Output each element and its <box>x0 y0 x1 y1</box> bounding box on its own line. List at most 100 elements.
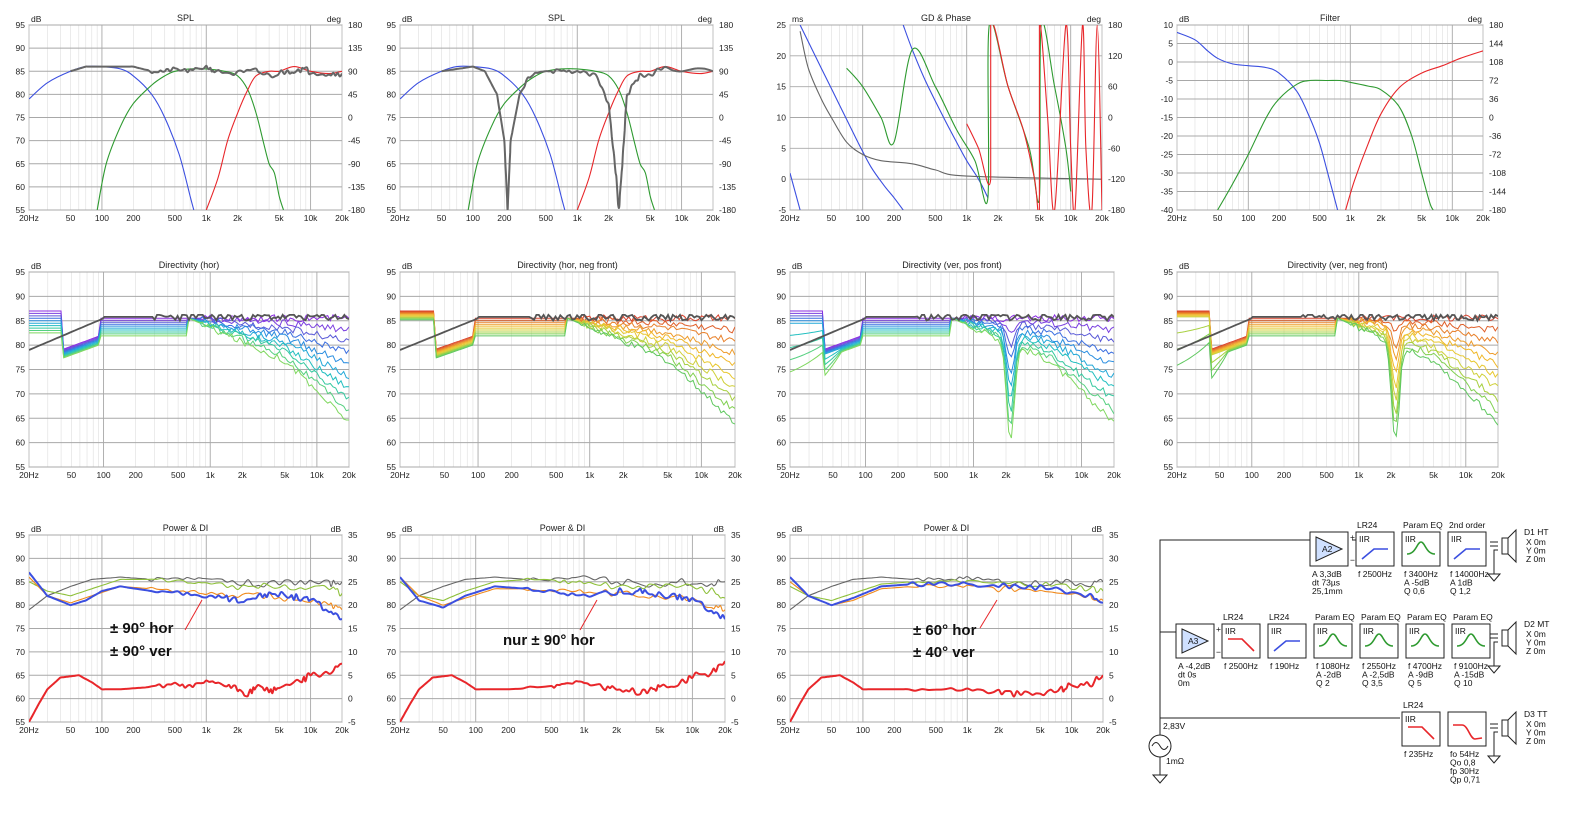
block-header: Param EQ <box>1361 612 1401 622</box>
x-tick-label: 1k <box>1346 213 1356 223</box>
speaker-cone <box>1507 528 1517 564</box>
block-d3-0: IIR LR24 f 235Hz <box>1401 700 1441 759</box>
series-on-axis <box>790 575 1103 611</box>
driver-position: Z 0m <box>1526 554 1545 564</box>
y-tick-label: 95 <box>16 20 26 30</box>
x-tick-label: 50 <box>1213 213 1223 223</box>
minus-sign: − <box>1216 647 1221 657</box>
filter-block <box>1401 711 1441 747</box>
series-midrange <box>96 68 285 210</box>
y-tick-label: 0 <box>781 174 786 184</box>
series-woofer <box>400 65 566 210</box>
block-type: IIR <box>1363 626 1374 636</box>
y-axis-unit: dB <box>402 14 413 24</box>
x-tick-label: 100 <box>858 470 872 480</box>
x-tick-label: 5k <box>1417 213 1427 223</box>
y2-axis-unit: dB <box>331 524 342 534</box>
x-tick-label: 200 <box>1272 213 1286 223</box>
y2-tick-label: -90 <box>719 159 732 169</box>
ground-icon <box>1486 573 1502 582</box>
series-bandpass <box>1217 79 1434 210</box>
ground-icon <box>1486 665 1502 674</box>
y-tick-label: 80 <box>387 600 397 610</box>
chart-title: SPL <box>548 13 565 23</box>
chart-panel-1: 95 90 85 80 75 70 65 60 55 180 135 90 45 0 -45 -90 -135 -… <box>387 13 737 223</box>
series-group <box>790 575 1103 722</box>
series-highpass <box>1345 50 1483 210</box>
x-tick-label: 100 <box>471 470 485 480</box>
chart-title: GD & Phase <box>921 13 971 23</box>
driver-name: D2 MT <box>1524 619 1550 629</box>
y-tick-label: 70 <box>777 647 787 657</box>
x-tick-label: 10k <box>304 725 318 735</box>
x-tick-label: 50 <box>827 725 837 735</box>
x-tick-label: 200 <box>129 470 143 480</box>
series-woofer <box>29 65 195 210</box>
x-tick-label: 500 <box>171 470 185 480</box>
y2-tick-label: 25 <box>1109 577 1119 587</box>
y-tick-label: 95 <box>387 530 397 540</box>
x-tick-label: 100 <box>1245 470 1259 480</box>
y2-axis-unit: deg <box>1468 14 1482 24</box>
filter-shape-icon <box>1453 548 1480 560</box>
y-tick-label: -20 <box>1161 131 1174 141</box>
filter-shape-icon <box>1364 633 1394 647</box>
y-tick-label: 80 <box>387 89 397 99</box>
y-axis-unit: ms <box>792 14 803 24</box>
ground-icon <box>1486 755 1502 764</box>
y-tick-label: 85 <box>387 66 397 76</box>
y2-tick-label: 0 <box>731 694 736 704</box>
x-tick-label: 20Hz <box>780 213 800 223</box>
driver-d2: D2 MTX 0mY 0mZ 0m <box>1486 619 1550 674</box>
y-tick-label: 70 <box>387 647 397 657</box>
y2-tick-label: 15 <box>1109 624 1119 634</box>
block-param: f 14000Hz <box>1450 569 1489 579</box>
y-axis-unit: dB <box>1179 14 1190 24</box>
x-tick-label: 2k <box>1377 213 1387 223</box>
x-tick-label: 200 <box>126 725 140 735</box>
chart-title: Directivity (hor, neg front) <box>517 260 618 270</box>
block-header: 2nd order <box>1449 520 1486 530</box>
y-tick-label: 60 <box>1164 438 1174 448</box>
y2-tick-label: -180 <box>348 205 365 215</box>
x-tick-label: 1k <box>580 725 590 735</box>
series-midrange <box>467 68 656 210</box>
y-tick-label: 65 <box>387 670 397 680</box>
amplifier-icon <box>1181 628 1210 654</box>
driver-position: Z 0m <box>1526 736 1545 746</box>
x-tick-label: 100 <box>1241 213 1255 223</box>
y2-tick-label: 10 <box>731 647 741 657</box>
driver-d3: D3 TTX 0mY 0mZ 0m <box>1486 709 1547 764</box>
x-tick-label: 20k <box>706 213 720 223</box>
y2-tick-label: 15 <box>348 624 358 634</box>
x-tick-label: 1k <box>963 725 973 735</box>
amp-param: dt 73µs <box>1312 578 1340 588</box>
x-tick-label: 200 <box>505 470 519 480</box>
x-tick-label: 100 <box>95 213 109 223</box>
x-tick-label: 1k <box>202 213 212 223</box>
annotation-text: nur ± 90° hor <box>503 632 595 649</box>
y2-tick-label: 180 <box>719 20 733 30</box>
block-type: IIR <box>1225 626 1236 636</box>
block-param: A -2dB <box>1316 670 1342 680</box>
x-tick-label: 50 <box>1215 470 1225 480</box>
driver-position: Z 0m <box>1526 646 1545 656</box>
x-tick-label: 50 <box>437 213 447 223</box>
sine-icon <box>1151 742 1169 750</box>
chart-title: Power & DI <box>924 523 970 533</box>
x-tick-label: 500 <box>929 725 943 735</box>
x-tick-label: 5k <box>280 470 290 480</box>
y-tick-label: 90 <box>387 553 397 563</box>
y-tick-label: 95 <box>1164 267 1174 277</box>
y2-tick-label: -135 <box>348 182 365 192</box>
x-tick-label: 20Hz <box>19 213 39 223</box>
y2-tick-label: -120 <box>1108 174 1125 184</box>
block-type: IIR <box>1405 534 1416 544</box>
plus-sign: + <box>1350 532 1355 542</box>
plus-sign: + <box>1216 624 1221 634</box>
x-tick-label: 20Hz <box>1167 470 1187 480</box>
